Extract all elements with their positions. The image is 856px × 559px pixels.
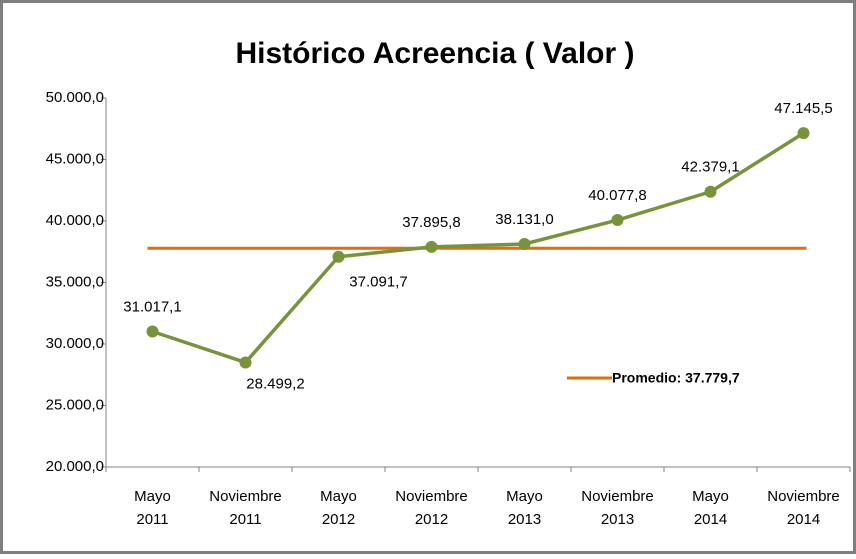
data-label: 40.077,8 <box>588 187 646 204</box>
marker <box>704 185 717 198</box>
x-tick-label: Noviembre 2011 <box>209 488 282 528</box>
data-label: 37.895,8 <box>402 214 460 231</box>
y-tick-label: 40.000,0 <box>46 212 104 229</box>
marker <box>611 214 624 227</box>
x-tick-label: Noviembre 2013 <box>581 488 654 528</box>
data-label: 47.145,5 <box>774 100 832 117</box>
data-label: 28.499,2 <box>246 375 304 392</box>
marker <box>146 325 159 338</box>
marker <box>518 237 531 250</box>
x-tick-label: Noviembre 2012 <box>395 488 468 528</box>
x-tick-label: Mayo 2013 <box>506 488 543 528</box>
chart-title: Histórico Acreencia ( Valor ) <box>235 37 634 70</box>
x-tick-label: Noviembre 2014 <box>767 488 840 528</box>
y-tick-label: 25.000,0 <box>46 396 104 413</box>
x-tick-label: Mayo 2012 <box>320 488 357 528</box>
x-tick-label: Mayo 2014 <box>692 488 729 528</box>
marker <box>797 127 810 140</box>
x-tick-label: Mayo 2011 <box>134 488 171 528</box>
marker <box>239 356 252 369</box>
line <box>151 131 805 365</box>
data-label: 37.091,7 <box>349 274 407 291</box>
y-tick-label: 35.000,0 <box>46 273 104 290</box>
marker <box>332 250 345 263</box>
y-tick-label: 30.000,0 <box>46 335 104 352</box>
legend-label: Promedio: 37.779,7 <box>612 370 740 386</box>
data-label: 31.017,1 <box>123 298 181 315</box>
y-tick-label: 45.000,0 <box>46 150 104 167</box>
data-label: 38.131,0 <box>495 211 553 228</box>
y-tick-label: 20.000,0 <box>46 458 104 475</box>
marker <box>425 240 438 253</box>
data-label: 42.379,1 <box>681 159 739 176</box>
y-tick-label: 50.000,0 <box>46 89 104 106</box>
